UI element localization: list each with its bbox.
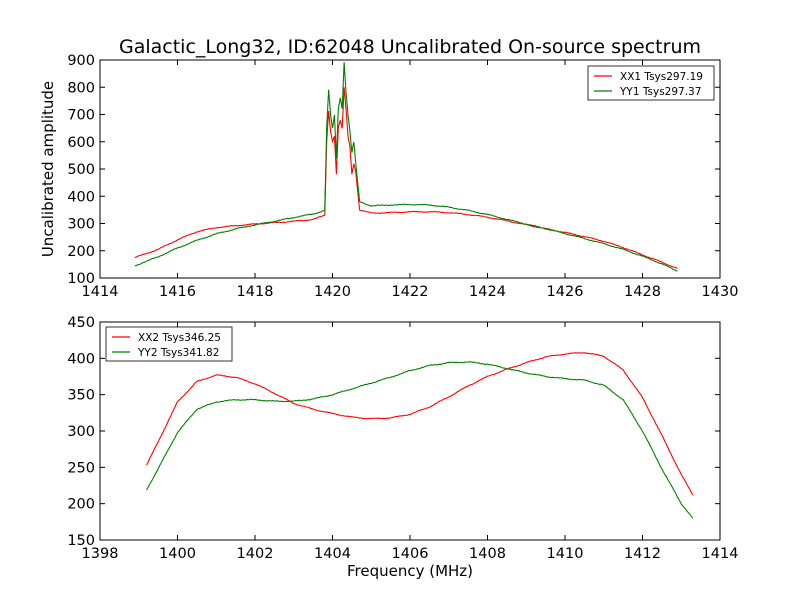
- series-line-1-1: [134, 87, 678, 269]
- legend-box: [105, 326, 233, 362]
- x-tick-label: 1418: [237, 284, 274, 300]
- legend: XX2 Tsys346.25 YY2 Tsys341.82: [105, 326, 233, 362]
- y-tick-label: 250: [67, 460, 95, 476]
- plot-panel-1: 1414 1416 1418 1420 1422 1424 1426 1428 1430 100 2…: [39, 53, 738, 300]
- x-tick-label: 1416: [159, 284, 196, 300]
- y-tick-label: 400: [67, 351, 95, 367]
- legend: XX1 Tsys297.19 YY1 Tsys297.37: [587, 65, 715, 101]
- y-tick-label: 500: [67, 162, 95, 178]
- y-axis-label: Uncalibrated amplitude: [39, 81, 57, 257]
- y-tick-label: 700: [67, 108, 95, 124]
- x-tick-label: 1408: [469, 546, 506, 562]
- legend-entry: XX2 Tsys346.25: [138, 332, 221, 344]
- y-tick-label: 150: [67, 533, 95, 549]
- x-tick-label: 1426: [547, 284, 584, 300]
- x-tick-label: 1422: [392, 284, 429, 300]
- x-tick-label: 1414: [82, 284, 119, 300]
- series-line-1-2: [134, 62, 678, 272]
- figure-title: Galactic_Long32, ID:62048 Uncalibrated O…: [119, 36, 701, 58]
- y-tick-label: 300: [67, 424, 95, 440]
- y-tick-label: 100: [67, 271, 95, 287]
- x-tick-label: 1412: [624, 546, 661, 562]
- plot-panel-2: 1398 1400 1402 1404 1406 1408 1410 1412 1414 150 2…: [67, 315, 738, 580]
- legend-entry: YY1 Tsys297.37: [619, 86, 701, 98]
- x-tick-label: 1404: [314, 546, 351, 562]
- y-tick-label: 300: [67, 217, 95, 233]
- y-tick-label: 200: [67, 497, 95, 513]
- x-tick-label: 1398: [82, 546, 119, 562]
- x-tick-label: 1402: [237, 546, 274, 562]
- y-tick-label: 800: [67, 80, 95, 96]
- y-tick-label: 200: [67, 244, 95, 260]
- legend-box: [587, 65, 715, 101]
- y-tick-label: 600: [67, 135, 95, 151]
- x-tick-label: 1414: [702, 546, 739, 562]
- x-axis-label: Frequency (MHz): [347, 562, 473, 580]
- x-tick-label: 1420: [314, 284, 351, 300]
- x-tick-label: 1406: [392, 546, 429, 562]
- y-tick-label: 900: [67, 53, 95, 69]
- x-tick-label: 1400: [159, 546, 196, 562]
- legend-entry: YY2 Tsys341.82: [137, 347, 219, 359]
- series-line-2-2: [146, 361, 694, 519]
- x-tick-label: 1410: [547, 546, 584, 562]
- legend-entry: XX1 Tsys297.19: [620, 71, 703, 83]
- x-tick-label: 1430: [702, 284, 739, 300]
- x-tick-label: 1424: [469, 284, 506, 300]
- y-tick-label: 350: [67, 388, 95, 404]
- series-line-2-1: [146, 352, 694, 496]
- y-tick-label: 450: [67, 315, 95, 331]
- x-tick-label: 1428: [624, 284, 661, 300]
- y-tick-label: 400: [67, 189, 95, 205]
